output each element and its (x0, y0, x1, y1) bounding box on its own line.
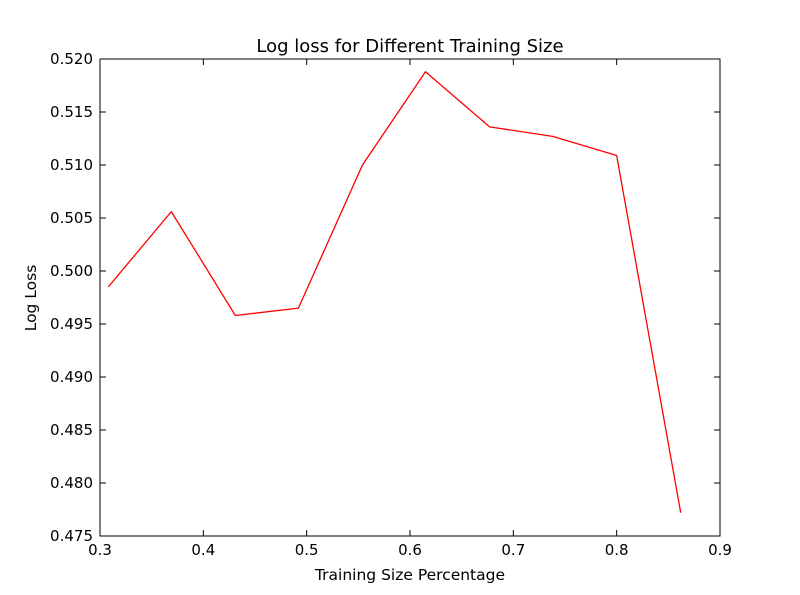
ticks-layer: 0.3 0.4 0.5 0.6 0.7 0.8 0.9 0.475 0.480 0.485 0.49… (50, 50, 732, 559)
x-tick-label: 0.4 (191, 541, 215, 559)
data-point (552, 135, 554, 137)
y-tick-label: 0.480 (50, 474, 93, 492)
data-point (616, 154, 618, 156)
x-tick-label: 0.8 (605, 541, 629, 559)
y-tick-label: 0.490 (50, 368, 93, 386)
y-tick-label: 0.495 (50, 315, 93, 333)
y-tick-label: 0.485 (50, 421, 93, 439)
data-point (489, 126, 491, 128)
y-tick-label: 0.515 (50, 103, 93, 121)
y-tick-label: 0.500 (50, 262, 93, 280)
data-point (680, 512, 682, 514)
y-tick-label: 0.505 (50, 209, 93, 227)
y-axis-label: Log Loss (22, 265, 40, 332)
series-line (107, 71, 682, 513)
y-tick-label: 0.475 (50, 527, 93, 545)
data-point (425, 71, 427, 73)
data-layer (107, 71, 682, 514)
data-point (361, 164, 363, 166)
x-tick-label: 0.6 (398, 541, 422, 559)
data-point (297, 307, 299, 309)
y-tick-label: 0.510 (50, 156, 93, 174)
data-point (107, 286, 109, 288)
plot-area: 0.3 0.4 0.5 0.6 0.7 0.8 0.9 0.475 0.480 0.485 0.49… (50, 50, 732, 559)
x-tick-label: 0.7 (501, 541, 525, 559)
x-tick-label: 0.5 (295, 541, 319, 559)
chart-title: Log loss for Different Training Size (256, 36, 563, 57)
data-point (234, 315, 236, 317)
y-tick-label: 0.520 (50, 50, 93, 68)
data-point (170, 211, 172, 213)
axes-frame (99, 58, 721, 537)
x-tick-label: 0.3 (88, 541, 112, 559)
x-axis-label: Training Size Percentage (314, 566, 505, 584)
x-tick-label: 0.9 (708, 541, 732, 559)
